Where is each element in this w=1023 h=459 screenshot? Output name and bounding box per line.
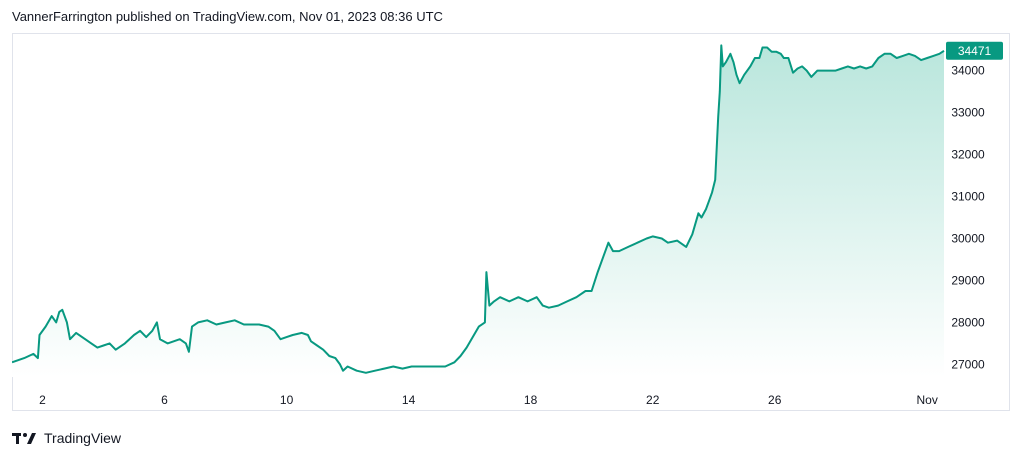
x-tick-label: 18 <box>524 393 538 407</box>
x-tick-label: 14 <box>402 393 416 407</box>
x-tick-label: 2 <box>39 393 46 407</box>
price-area-fill <box>12 45 944 378</box>
x-tick-label: 22 <box>646 393 660 407</box>
price-chart[interactable]: 27000 28000 29000 30000 31000 32000 33000 34000… <box>12 33 1010 411</box>
y-tick-label: 33000 <box>951 106 985 120</box>
y-tick-label: 29000 <box>951 274 985 288</box>
chart-frame <box>12 33 1010 411</box>
tradingview-logo-icon <box>12 433 36 444</box>
y-tick-label: 31000 <box>951 190 985 204</box>
x-tick-label: Nov <box>917 393 938 407</box>
y-tick-label: 28000 <box>951 315 985 329</box>
y-tick-label: 34000 <box>951 64 985 78</box>
publisher-header: VannerFarrington published on TradingVie… <box>12 9 443 24</box>
y-tick-label: 32000 <box>951 148 985 162</box>
last-price-label: 34471 <box>958 44 992 58</box>
y-tick-label: 30000 <box>951 232 985 246</box>
brand-logo[interactable]: TradingView <box>12 430 121 446</box>
y-tick-label: 27000 <box>951 357 985 371</box>
last-price-badge <box>946 41 1003 60</box>
x-tick-label: 10 <box>280 393 294 407</box>
x-tick-label: 6 <box>161 393 168 407</box>
x-tick-label: 26 <box>768 393 782 407</box>
price-line[interactable] <box>12 44 945 374</box>
brand-name: TradingView <box>44 430 122 446</box>
